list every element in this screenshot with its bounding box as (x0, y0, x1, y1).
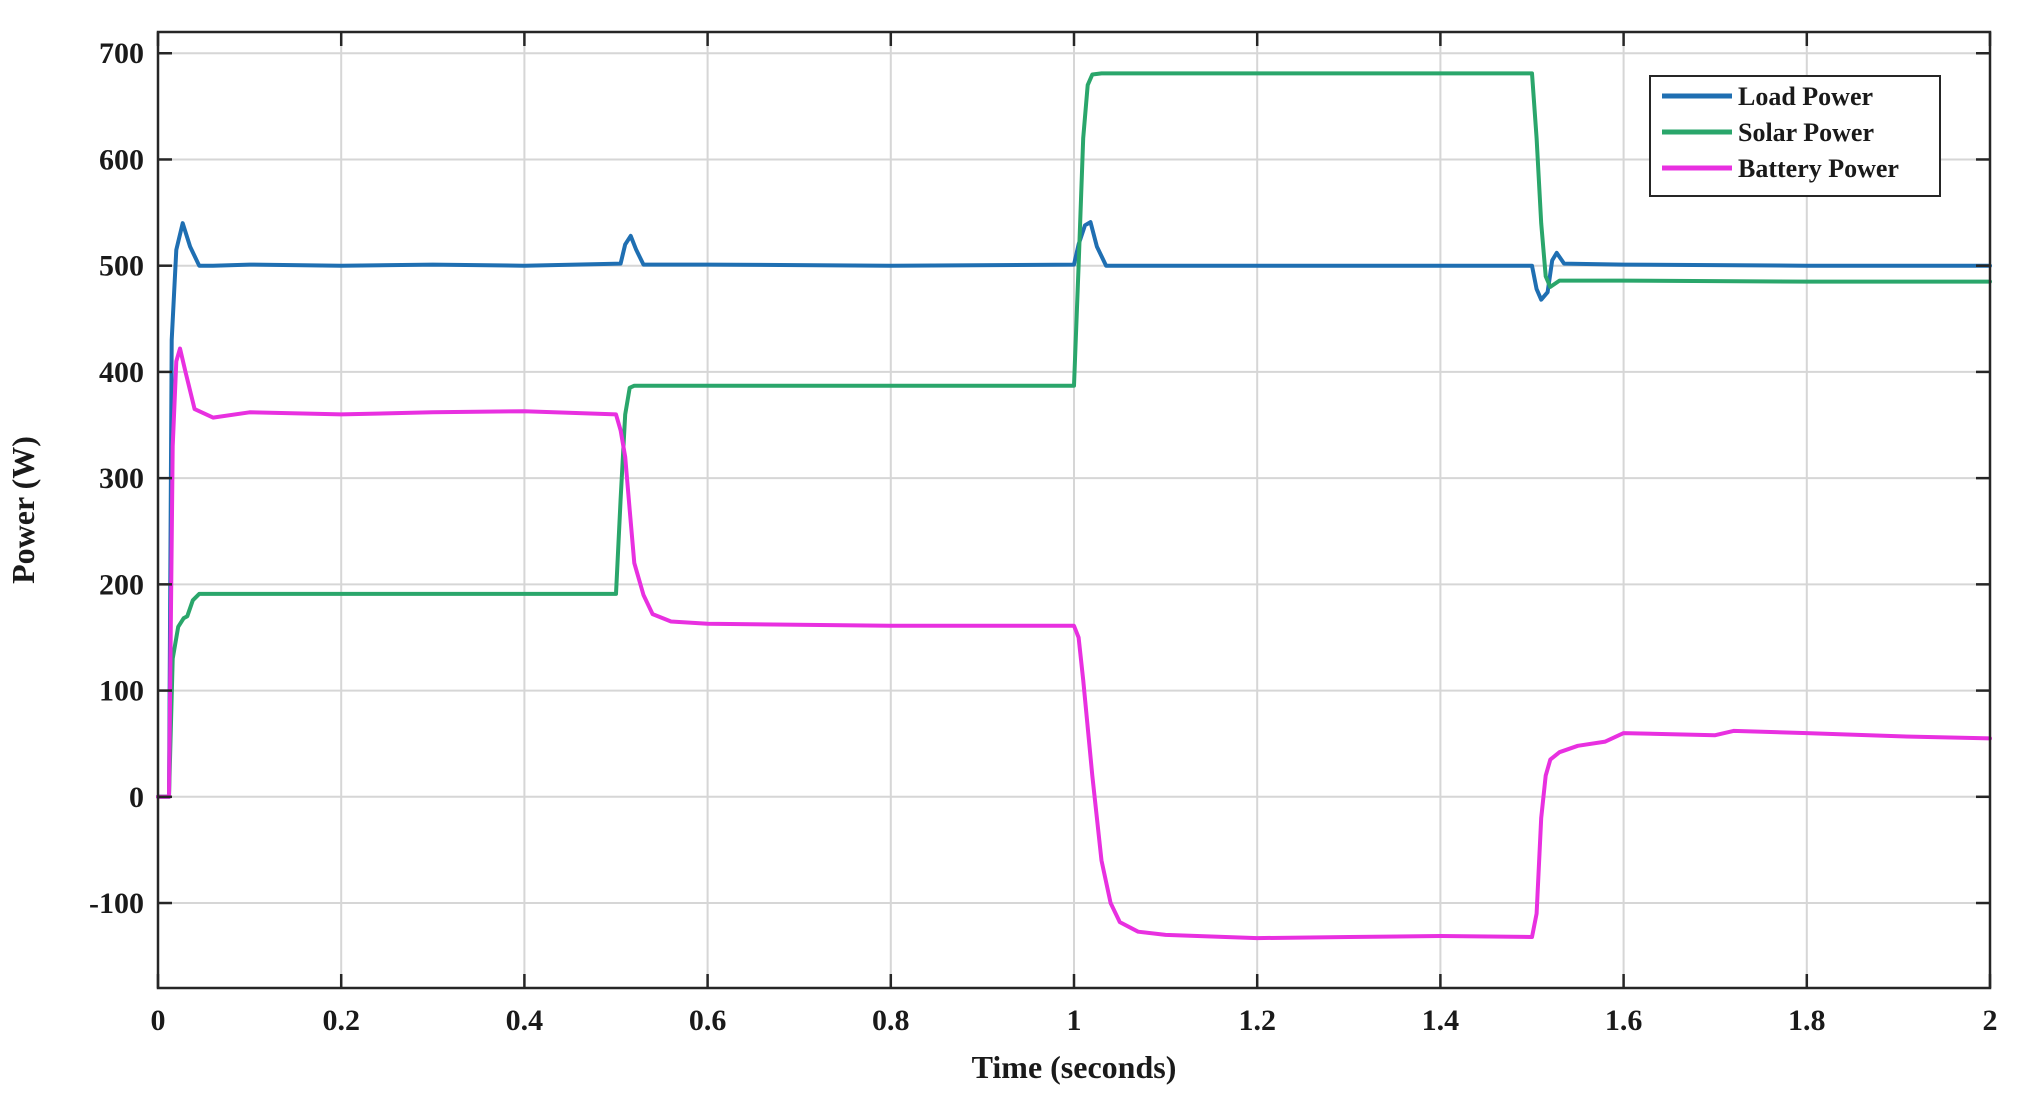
series-line-battery-power (156, 346, 1992, 941)
x-tick-label: 0 (151, 1004, 166, 1037)
y-tick-label: 700 (99, 37, 144, 70)
x-tick-label: 1.8 (1788, 1004, 1826, 1037)
x-tick-label: 1 (1067, 1004, 1082, 1037)
y-axis-title: Power (W) (5, 436, 41, 584)
x-tick-label: 0.4 (506, 1004, 544, 1037)
y-tick-label: 400 (99, 356, 144, 389)
x-tick-label: 0.6 (689, 1004, 727, 1037)
y-tick-label: 0 (129, 781, 144, 814)
y-tick-label: 200 (99, 568, 144, 601)
x-tick-label: 1.2 (1238, 1004, 1276, 1037)
x-tick-label: 2 (1983, 1004, 1998, 1037)
y-tick-label: 300 (99, 462, 144, 495)
series-line-load-power (156, 220, 1992, 799)
legend-label: Load Power (1738, 82, 1873, 111)
legend-label: Battery Power (1738, 154, 1899, 183)
legend-label: Solar Power (1738, 118, 1874, 147)
y-tick-label: 100 (99, 675, 144, 708)
y-tick-label: 500 (99, 250, 144, 283)
x-tick-label: 1.4 (1422, 1004, 1460, 1037)
x-tick-label: 1.6 (1605, 1004, 1643, 1037)
x-tick-label: 0.8 (872, 1004, 910, 1037)
series-line-solar-power (156, 71, 1992, 799)
y-tick-label: 600 (99, 143, 144, 176)
y-tick-label: -100 (89, 887, 144, 920)
x-tick-label: 0.2 (322, 1004, 360, 1037)
x-axis-title: Time (seconds) (972, 1049, 1177, 1085)
